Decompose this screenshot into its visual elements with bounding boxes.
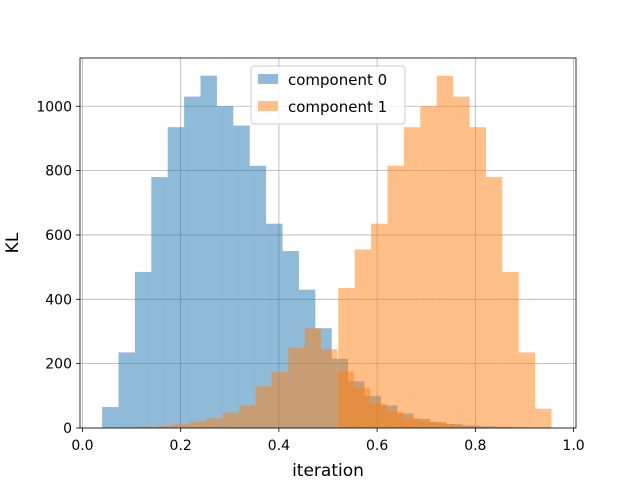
histogram-bar-s2-8 [469, 127, 486, 428]
y-tick-label-5: 1000 [36, 99, 72, 115]
histogram-bar-s0-3 [151, 177, 168, 428]
plot-frame [79, 57, 577, 429]
histogram-bars [102, 75, 552, 429]
histogram-bar-s1-3 [157, 425, 174, 428]
histogram-bar-s2-6 [436, 75, 454, 429]
histogram-bar-s2-7 [453, 96, 470, 428]
histogram-bar-s0-6 [200, 75, 217, 429]
y-tick-label-1: 200 [45, 357, 72, 373]
histogram-bar-s0-9 [249, 165, 267, 429]
x-tick-label-1: 0.2 [170, 438, 192, 454]
histogram-bar-s2-0 [338, 288, 355, 428]
histogram-bar-s0-1 [118, 352, 135, 428]
histogram-bar-s1-13 [321, 349, 338, 428]
histogram-bar-s1-4 [173, 424, 190, 428]
y-tick-label-3: 600 [45, 228, 72, 244]
legend-box [250, 65, 406, 125]
legend-swatch-component-0 [258, 74, 278, 84]
y-axis-label: KL [3, 232, 23, 253]
histogram-bar-s0-7 [216, 106, 234, 429]
histogram-bar-s1-12 [304, 328, 322, 428]
y-axis-ticks: 0 200 400 600 800 1000 [36, 99, 80, 437]
x-tick-label-0: 0.0 [71, 438, 93, 454]
histogram-bar-s0-2 [134, 271, 152, 428]
histogram-bar-s1-9 [255, 386, 272, 428]
histogram-bar-s0-8 [233, 125, 250, 428]
histogram-bar-s1-7 [222, 412, 240, 428]
histogram-bar-s2-10 [502, 271, 519, 428]
histogram-bar-s1-10 [271, 371, 289, 428]
x-tick-label-5: 1.0 [562, 438, 584, 454]
legend-label-component-1: component 1 [288, 98, 387, 116]
y-tick-label-4: 800 [45, 164, 72, 180]
histogram-bar-s2-12 [535, 408, 552, 428]
histogram-bar-s1-11 [288, 347, 305, 428]
x-tick-label-2: 0.4 [268, 438, 290, 454]
histogram-bar-s2-11 [518, 352, 536, 428]
legend-swatch-component-1 [258, 101, 278, 111]
histogram-bar-s0-5 [184, 96, 201, 428]
x-tick-label-4: 0.8 [464, 438, 486, 454]
histogram-bar-s0-0 [102, 407, 119, 428]
histogram-bar-s2-9 [485, 177, 503, 428]
histogram-bar-s2-4 [403, 127, 421, 428]
legend-label-component-0: component 0 [288, 71, 387, 89]
histogram-bar-s1-5 [189, 421, 207, 428]
x-tick-label-3: 0.6 [366, 438, 388, 454]
histogram-bar-s1-2 [140, 426, 158, 428]
y-tick-label-2: 400 [45, 292, 72, 308]
histogram-bar-s2-3 [387, 165, 404, 429]
x-axis-ticks: 0.0 0.2 0.4 0.6 0.8 1.0 [71, 428, 585, 454]
x-axis-label: iteration [292, 461, 364, 480]
histogram-bar-s0-4 [167, 127, 185, 428]
histogram-bar-s1-6 [206, 418, 223, 428]
histogram-bar-s2-2 [371, 223, 388, 428]
histogram-bar-s2-5 [420, 106, 437, 429]
histogram-bar-s1-8 [239, 405, 256, 428]
legend: component 0 component 1 [250, 65, 406, 125]
y-tick-label-0: 0 [63, 421, 72, 437]
histogram-bar-s2-1 [354, 249, 372, 428]
